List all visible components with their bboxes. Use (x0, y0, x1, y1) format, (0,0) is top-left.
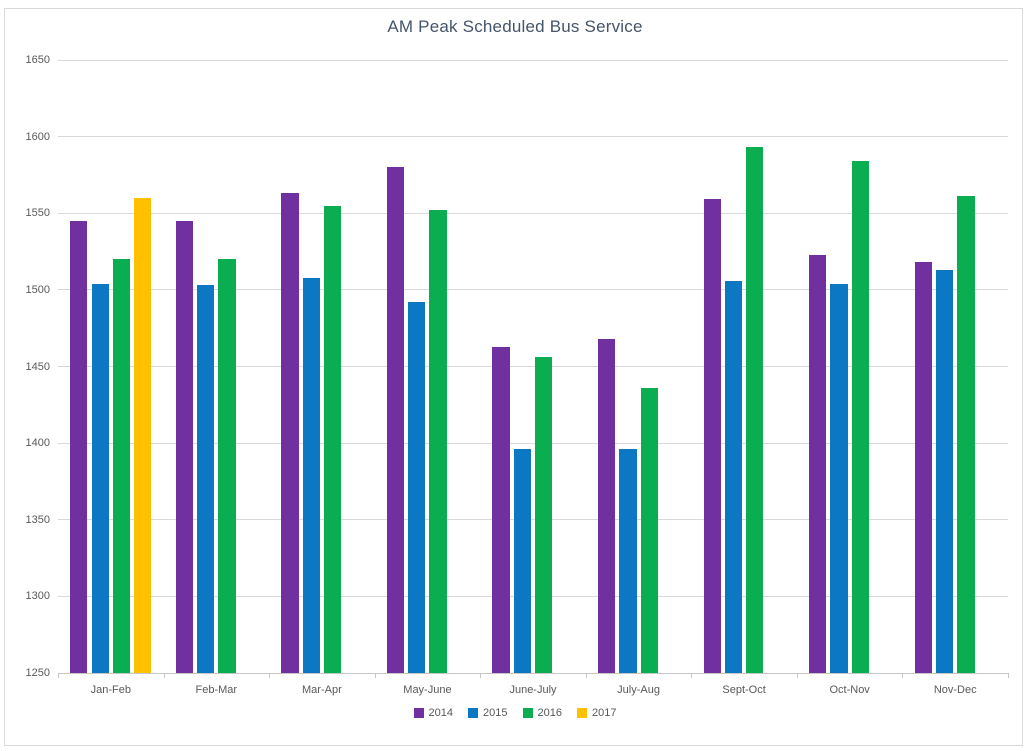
bar-2015-sept-oct (724, 280, 743, 673)
x-axis-tick-mark (585, 673, 587, 678)
x-axis-category-label: Jan-Feb (90, 684, 131, 696)
legend-item-2017: 2017 (576, 707, 617, 719)
legend-item-2014: 2014 (413, 707, 454, 719)
y-axis-tick-label: 1250 (25, 667, 50, 679)
y-axis-tick-label: 1550 (25, 207, 50, 220)
legend-label: 2016 (537, 707, 562, 719)
x-axis-tick-mark (163, 673, 165, 678)
x-axis-tick-mark (374, 673, 376, 678)
x-axis-tick-mark (902, 673, 904, 678)
legend-swatch-2015 (468, 708, 479, 718)
legend-swatch-2016 (522, 708, 533, 718)
legend-swatch-2014 (413, 708, 424, 718)
y-axis-tick-label: 1650 (25, 54, 50, 66)
bar-2014-nov-dec (914, 262, 932, 673)
gridline (58, 595, 1008, 597)
bar-2014-jan-feb (70, 220, 88, 673)
bar-2016-july-aug (640, 387, 658, 673)
x-axis-line (58, 672, 1008, 674)
x-axis-category-label: May-June (403, 684, 452, 696)
x-axis-tick-mark (269, 673, 271, 678)
y-axis-tick-label: 1600 (25, 130, 50, 143)
bar-2016-sept-oct (746, 147, 764, 673)
bar-2016-feb-mar (218, 259, 236, 673)
bar-2016-oct-nov (851, 161, 869, 673)
x-axis-tick-mark (691, 673, 693, 678)
x-axis-tick-mark (1008, 673, 1009, 678)
x-axis-category-label: July-Aug (617, 684, 660, 696)
bar-2016-mar-apr (323, 205, 342, 673)
bar-2014-feb-mar (175, 220, 194, 673)
bar-2014-may-june (386, 167, 405, 673)
bar-2014-july-aug (597, 338, 616, 673)
bar-2016-jan-feb (112, 259, 131, 673)
bar-2015-jan-feb (91, 283, 109, 673)
bar-2015-oct-nov (830, 283, 848, 673)
x-axis-tick-mark (480, 673, 482, 678)
legend-label: 2014 (428, 707, 454, 719)
gridline (58, 289, 1008, 291)
bar-2014-mar-apr (281, 193, 299, 673)
x-axis-category-label: Oct-Nov (829, 684, 870, 696)
gridline (58, 519, 1008, 521)
bar-2016-may-june (429, 210, 447, 673)
y-axis-tick-label: 1300 (25, 590, 50, 603)
bar-2015-july-aug (619, 449, 637, 673)
x-axis-category-label: Mar-Apr (302, 684, 342, 696)
bar-2015-feb-mar (197, 285, 215, 673)
bar-2014-june-july (492, 346, 510, 673)
gridline (58, 366, 1008, 367)
x-axis-tick-mark (58, 673, 59, 678)
bar-2015-mar-apr (302, 277, 320, 673)
bar-2015-may-june (408, 302, 426, 673)
y-axis-tick-label: 1500 (25, 283, 50, 296)
legend-swatch-2017 (576, 708, 587, 718)
bar-2016-nov-dec (957, 196, 975, 673)
bar-2017-jan-feb (134, 197, 152, 673)
y-axis-tick-label: 1400 (25, 437, 50, 450)
bar-2016-june-july (535, 357, 553, 673)
bar-2014-oct-nov (809, 254, 827, 673)
y-axis-tick-label: 1350 (25, 513, 50, 526)
x-axis-tick-mark (796, 673, 798, 678)
gridline (58, 59, 1008, 61)
x-axis-category-label: June-July (509, 684, 557, 696)
legend-item-2016: 2016 (522, 707, 562, 719)
x-axis-category-label: Feb-Mar (195, 684, 238, 696)
legend-label: 2017 (591, 707, 617, 719)
bar-2015-june-july (513, 449, 532, 673)
y-axis-tick-label: 1450 (25, 360, 50, 373)
gridline (58, 442, 1008, 444)
chart-title: AM Peak Scheduled Bus Service (387, 17, 643, 36)
bar-2014-sept-oct (703, 199, 721, 673)
bar-2015-nov-dec (935, 269, 954, 673)
x-axis-category-label: Sept-Oct (722, 684, 766, 696)
legend-item-2015: 2015 (468, 707, 508, 719)
x-axis-category-label: Nov-Dec (933, 684, 977, 696)
chart-legend: 2014 2015 2016 2017 (0, 707, 1030, 719)
legend-label: 2015 (483, 707, 508, 719)
gridline (58, 136, 1008, 138)
gridline (58, 212, 1008, 214)
